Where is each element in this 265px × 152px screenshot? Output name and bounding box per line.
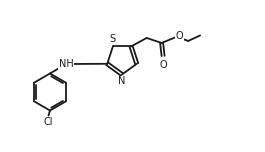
Text: O: O bbox=[176, 31, 184, 41]
Text: O: O bbox=[159, 60, 167, 70]
Text: S: S bbox=[110, 34, 116, 44]
Text: NH: NH bbox=[59, 59, 73, 69]
Text: Cl: Cl bbox=[44, 117, 53, 127]
Text: N: N bbox=[118, 76, 126, 86]
